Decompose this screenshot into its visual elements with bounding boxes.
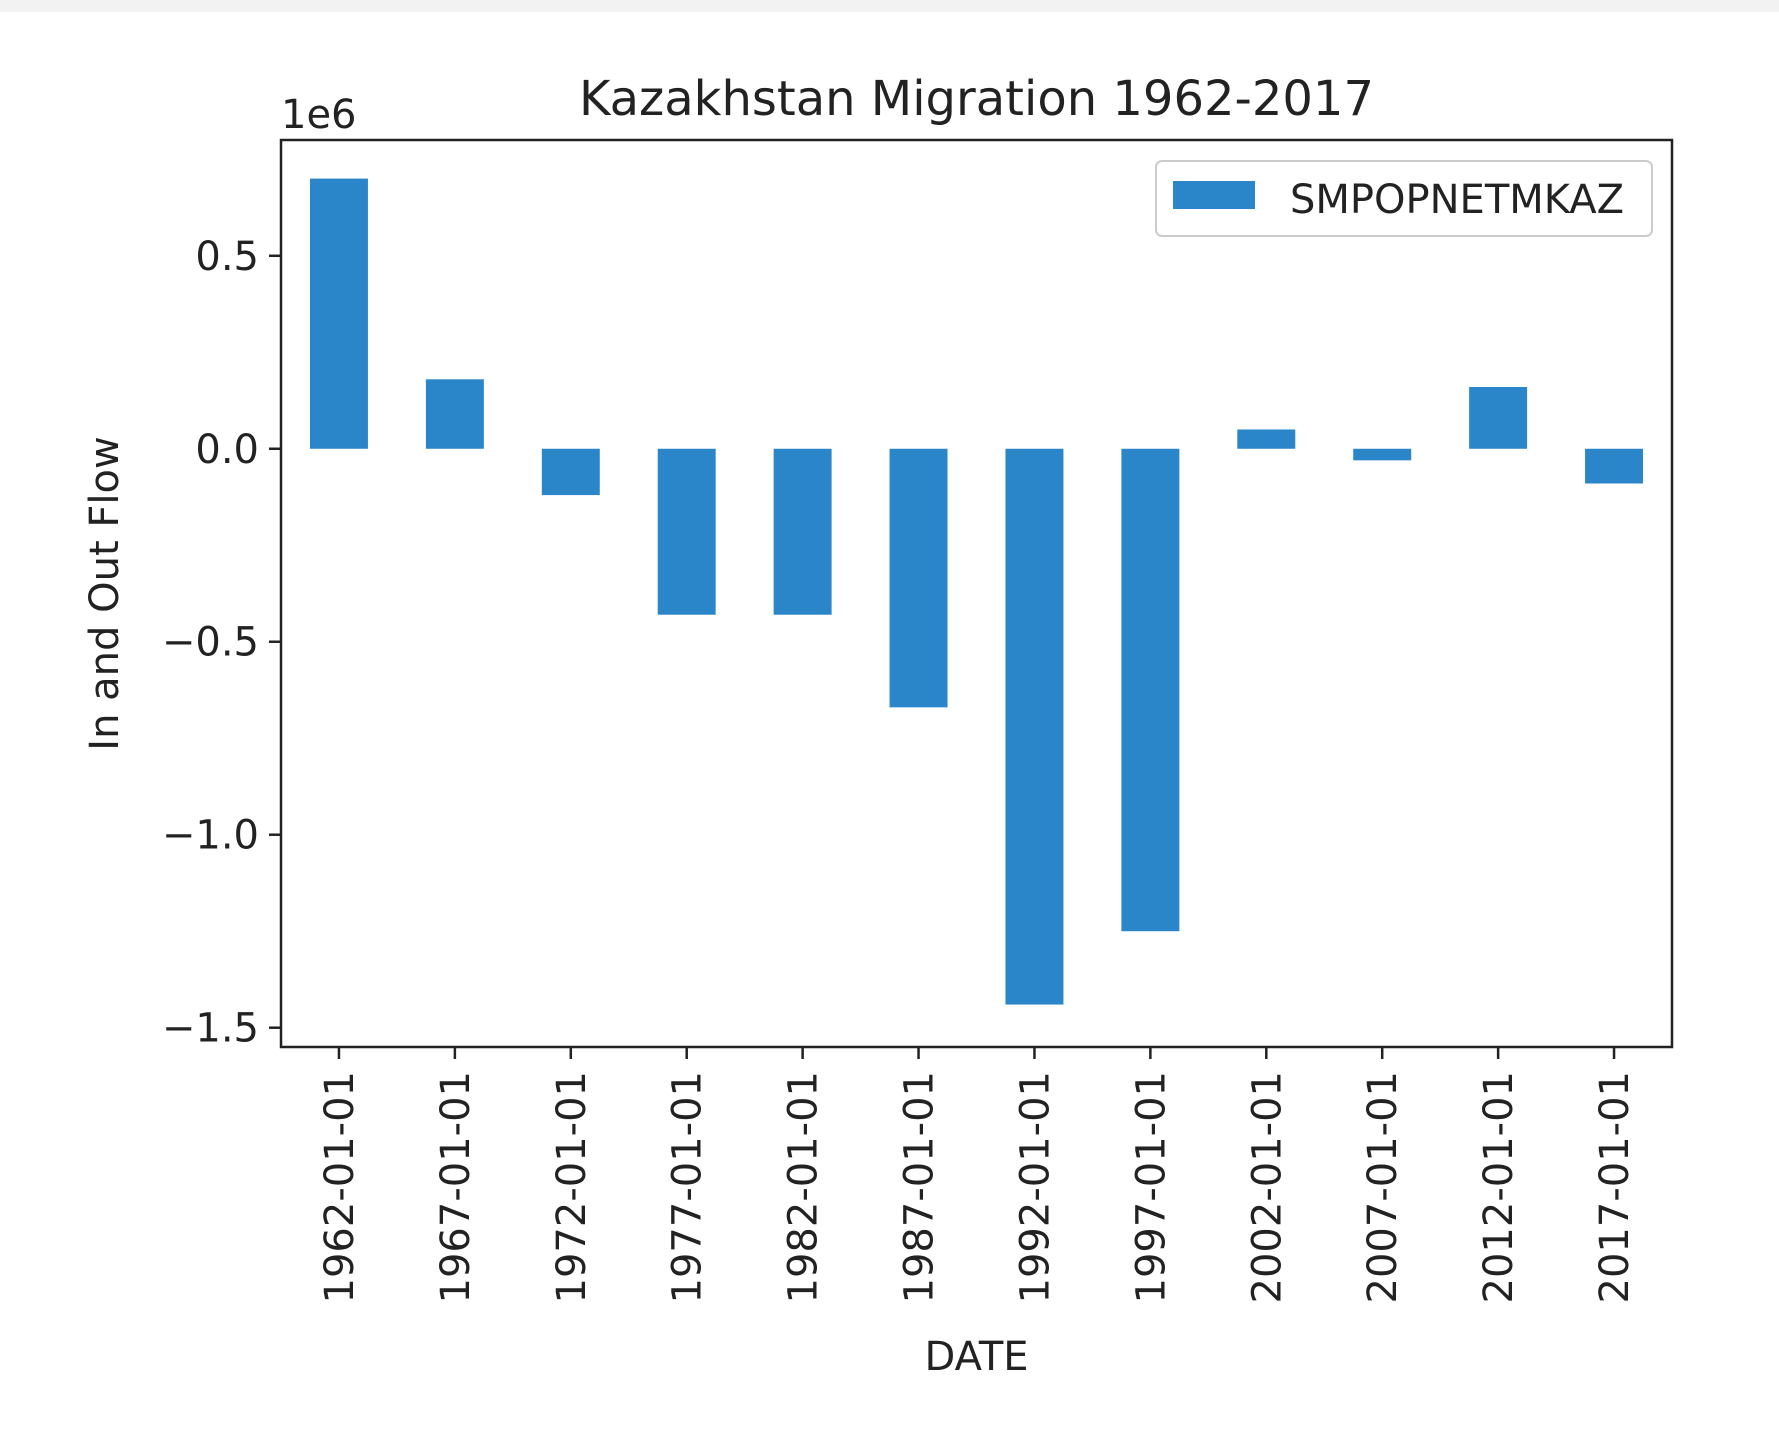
bar-1982-01-01 <box>773 448 832 615</box>
bar-1987-01-01 <box>889 448 948 708</box>
legend-box <box>1155 160 1653 237</box>
x-tick-label: 1992-01-01 <box>1012 1071 1058 1303</box>
plot-frame <box>279 138 1674 1049</box>
y-tick-label: −0.5 <box>162 620 259 666</box>
x-tick-label: 1977-01-01 <box>665 1071 711 1303</box>
y-tick-label: −1.0 <box>162 813 259 859</box>
x-tick-label: 2012-01-01 <box>1476 1071 1522 1303</box>
y-tick-label: 0.5 <box>195 234 259 280</box>
x-tick-label: 2017-01-01 <box>1592 1071 1638 1303</box>
y-ticks-group: 0.5 0.0 −0.5 −1.0 −1.5 <box>162 234 281 1052</box>
legend-label: SMPOPNETMKAZ <box>1290 177 1624 223</box>
x-tick-label: 1987-01-01 <box>897 1071 943 1303</box>
x-axis-label: DATE <box>924 1334 1028 1380</box>
y-axis-label: In and Out Flow <box>82 436 128 750</box>
bar-2017-01-01 <box>1585 448 1644 484</box>
bar-1972-01-01 <box>541 448 600 496</box>
bar-1962-01-01 <box>309 178 368 449</box>
bar-1997-01-01 <box>1121 448 1180 932</box>
bar-2012-01-01 <box>1469 387 1528 449</box>
x-tick-label: 2002-01-01 <box>1244 1071 1290 1303</box>
bar-2002-01-01 <box>1237 429 1296 449</box>
y-offset-label: 1e6 <box>281 92 357 138</box>
x-tick-label: 2007-01-01 <box>1360 1071 1406 1303</box>
x-tick-label: 1967-01-01 <box>433 1071 479 1303</box>
legend-swatch <box>1173 181 1255 209</box>
legend: SMPOPNETMKAZ <box>1155 160 1653 237</box>
top-strip <box>0 0 1779 12</box>
y-tick-label: 0.0 <box>195 427 259 473</box>
x-ticks-group: 1962-01-01 1967-01-01 1972-01-01 1977-01-01… <box>317 1047 1638 1303</box>
x-tick-label: 1997-01-01 <box>1128 1071 1174 1303</box>
chart-title: Kazakhstan Migration 1962-2017 <box>579 71 1374 127</box>
bar-1992-01-01 <box>1005 448 1064 1005</box>
bars-group <box>309 178 1644 1005</box>
x-tick-label: 1972-01-01 <box>549 1071 595 1303</box>
y-tick-label: −1.5 <box>162 1006 259 1052</box>
x-tick-label: 1982-01-01 <box>781 1071 827 1303</box>
bar-1967-01-01 <box>425 379 484 449</box>
x-tick-label: 1962-01-01 <box>317 1071 363 1303</box>
bar-1977-01-01 <box>657 448 716 615</box>
bar-2007-01-01 <box>1353 448 1412 461</box>
